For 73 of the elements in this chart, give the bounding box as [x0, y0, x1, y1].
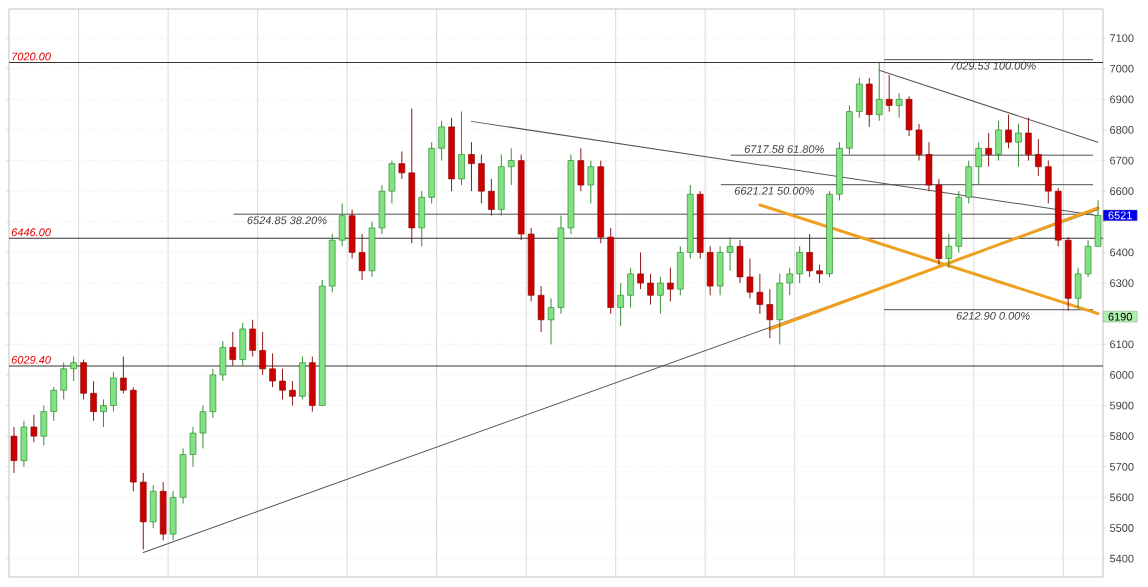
- candlestick: [667, 267, 674, 302]
- y-tick-label: 6900: [1110, 95, 1134, 104]
- y-tick-label: 6700: [1110, 156, 1134, 165]
- ref-line-label: 7029.53 100.00%: [951, 61, 1036, 70]
- candlestick: [60, 362, 67, 400]
- candlestick: [816, 264, 823, 284]
- candlestick: [120, 356, 127, 394]
- ref-line-label: 6212.90 0.00%: [956, 311, 1030, 320]
- candlestick: [617, 282, 624, 327]
- y-tick-label: 5700: [1109, 462, 1134, 471]
- candlestick: [249, 319, 256, 357]
- candlestick: [289, 380, 296, 406]
- y-tick-label: 7000: [1110, 64, 1134, 73]
- candlestick: [796, 245, 803, 284]
- candlestick: [726, 236, 734, 272]
- candlestick: [229, 331, 237, 367]
- candlestick: [269, 353, 276, 388]
- candlestick: [985, 132, 992, 168]
- y-tick-label: 5600: [1109, 493, 1134, 502]
- candlestick: [30, 414, 38, 443]
- y-tick-label: 5900: [1109, 401, 1134, 410]
- candlestick: [189, 426, 197, 468]
- candlestick: [279, 368, 286, 400]
- candlestick: [975, 141, 982, 186]
- candlestick: [1005, 114, 1012, 149]
- candlestick: [587, 160, 595, 204]
- ref-line-label: 7020.00: [12, 52, 51, 61]
- y-tick-label: 5500: [1109, 524, 1134, 532]
- candlestick: [90, 380, 97, 422]
- y-tick-label: 6600: [1110, 187, 1134, 196]
- candlestick: [50, 386, 58, 422]
- y-tick-label: 6100: [1110, 340, 1134, 349]
- candlestick: [756, 273, 764, 315]
- candlestick: [547, 297, 555, 345]
- candlestick: [100, 398, 107, 428]
- candlestick: [398, 150, 406, 180]
- ref-line-label: 6621.21 50.00%: [734, 186, 814, 195]
- candlestick: [766, 288, 774, 339]
- candlestick: [647, 273, 654, 305]
- annotation: 6190: [1108, 312, 1132, 321]
- candlestick: [358, 233, 366, 281]
- ref-line-label: 6717.58 61.80%: [744, 145, 824, 153]
- candlestick: [468, 141, 475, 192]
- y-tick-label: 5800: [1109, 432, 1134, 441]
- candlestick: [657, 276, 664, 315]
- candlestick: [1025, 117, 1032, 162]
- candlestick: [806, 233, 813, 278]
- candlestick: [746, 258, 754, 299]
- candlestick: [488, 178, 495, 217]
- candlestick: [1035, 138, 1042, 177]
- y-tick-label: 5400: [1109, 554, 1134, 563]
- candlestick: [627, 267, 634, 308]
- y-tick-label: 6400: [1110, 248, 1134, 257]
- candlestick: [199, 405, 207, 449]
- candlestick: [507, 147, 515, 186]
- candlestick: [1015, 123, 1022, 168]
- y-tick-label: 6000: [1110, 371, 1134, 379]
- candlestick: [259, 331, 266, 376]
- candlestick: [637, 251, 644, 290]
- ref-line-label: 6029.40: [11, 355, 51, 364]
- annotation: 6521: [1108, 211, 1132, 220]
- candlestick: [438, 120, 445, 162]
- candlestick: [885, 74, 893, 113]
- y-tick-label: 7100: [1110, 34, 1134, 42]
- candlestick: [70, 356, 77, 382]
- ref-line-label: 6446.00: [11, 228, 51, 237]
- ref-line-label: 6524.85 38.20%: [247, 216, 327, 225]
- candlestick: [945, 233, 953, 269]
- y-tick-label: 6300: [1110, 279, 1134, 287]
- candlestick: [875, 62, 883, 122]
- candlestick: [786, 267, 793, 296]
- candlestick: [895, 92, 903, 119]
- y-tick-label: 6800: [1110, 126, 1134, 134]
